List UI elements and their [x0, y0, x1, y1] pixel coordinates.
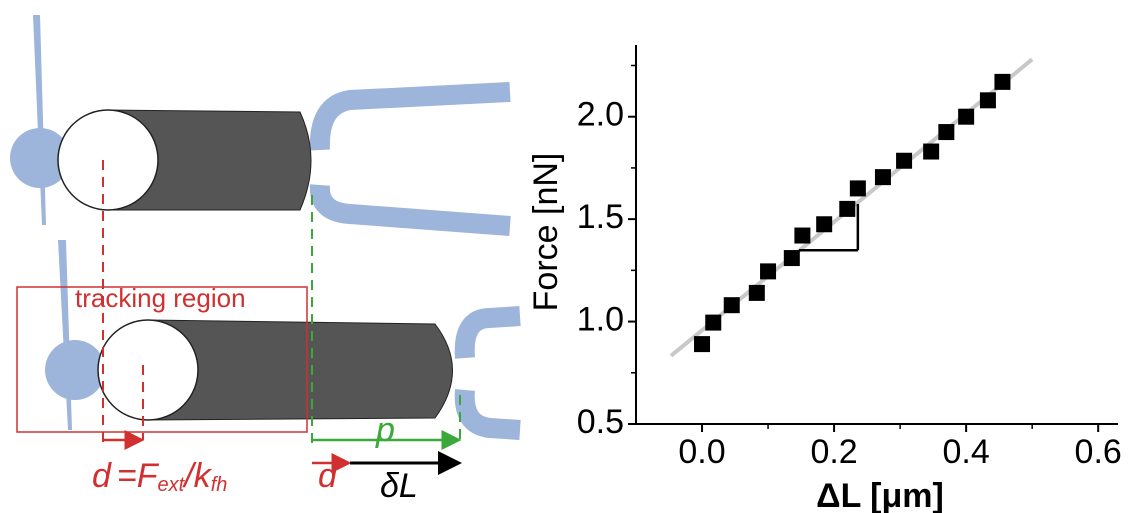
point — [794, 227, 811, 244]
point — [748, 284, 765, 301]
point — [923, 143, 940, 160]
x-tick-label: 0.4 — [943, 433, 990, 471]
eq-part: d — [92, 457, 112, 495]
bead — [45, 340, 105, 400]
y-tick-label: 1.5 — [577, 198, 624, 236]
equation: d =Fext/kfh — [92, 457, 227, 496]
point — [760, 263, 777, 280]
y-axis-label: Force [nN] — [527, 153, 565, 312]
eq-part: fh — [211, 474, 228, 496]
eq-part: ext — [158, 474, 186, 496]
point — [896, 152, 913, 169]
fork — [454, 389, 521, 440]
x-tick-label: 0.6 — [1075, 433, 1122, 471]
cylinder — [147, 319, 453, 421]
tracking-label: tracking region — [75, 283, 246, 313]
point — [994, 73, 1011, 90]
needle — [33, 15, 46, 225]
delta-l-label: δL — [380, 467, 418, 505]
fork — [309, 82, 511, 151]
x-tick-label: 0.2 — [810, 433, 857, 471]
bead — [10, 128, 70, 188]
point — [694, 336, 711, 353]
point — [705, 314, 722, 331]
point — [723, 297, 740, 314]
tracking-box — [16, 286, 308, 433]
fork — [309, 184, 511, 236]
cylinder-end — [97, 319, 199, 421]
eq-part: =F — [117, 457, 160, 495]
point — [839, 200, 856, 217]
y-tick-label: 2.0 — [577, 96, 624, 134]
point — [979, 92, 996, 109]
cylinder — [107, 109, 312, 211]
y-tick-label: 1.0 — [577, 301, 624, 339]
fork — [454, 306, 521, 359]
point — [874, 169, 891, 186]
d-label: d — [318, 457, 338, 495]
point — [816, 216, 833, 233]
point — [958, 108, 975, 125]
diagram: tracking region d =Fext/kfh d p δL — [10, 15, 521, 505]
point — [783, 250, 800, 267]
x-tick-label: 0.0 — [678, 433, 725, 471]
needle — [58, 240, 72, 430]
x-axis-label: ΔL [μm] — [816, 477, 944, 513]
y-tick-label: 0.5 — [577, 403, 624, 441]
point — [938, 124, 955, 141]
eq-part: /k — [182, 457, 212, 495]
point — [849, 180, 866, 197]
p-label: p — [375, 411, 395, 449]
cylinder-end — [57, 109, 159, 211]
